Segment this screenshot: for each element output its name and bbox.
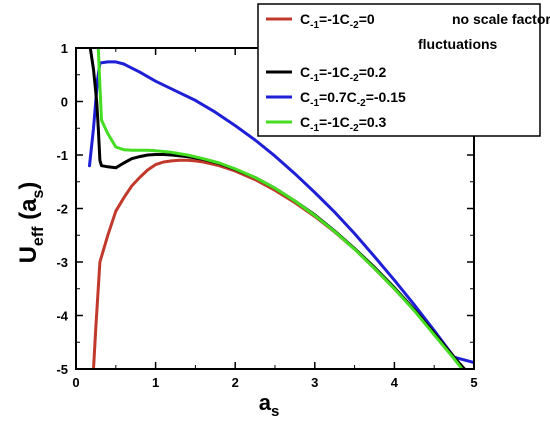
legend-label-4: C-1=-1C-2=0.3: [300, 114, 387, 134]
x-axis-title-base: a: [259, 390, 272, 415]
y-axis-title: Ueff (as): [15, 182, 47, 264]
x-axis-title: as: [259, 390, 280, 420]
y-axis-title-base: U: [15, 246, 42, 263]
y-axis-title-arg-open: (a: [15, 198, 42, 227]
y-tick-label: 1: [61, 41, 68, 56]
ticks-layer: 0 1 2 3 4 5 1 0 -1 -2 -3 -4 -5: [56, 41, 477, 390]
x-axis-title-sub: s: [271, 403, 279, 420]
series-line-4: [96, 48, 464, 369]
y-tick-label: 0: [61, 95, 68, 110]
legend-box: [257, 3, 541, 137]
x-tick-label: 0: [72, 375, 79, 390]
y-axis-title-sub: eff: [30, 226, 47, 246]
x-tick-label: 3: [311, 375, 318, 390]
series-line-3: [88, 60, 474, 365]
y-tick-label: -4: [56, 309, 68, 324]
legend-note-line2: fluctuations: [418, 36, 498, 52]
y-tick-label: -1: [56, 148, 68, 163]
x-tick-label: 2: [232, 375, 239, 390]
y-tick-label: -2: [56, 202, 68, 217]
legend-label-2: C-1=-1C-2=0.2: [300, 64, 387, 84]
x-tick-label: 1: [152, 375, 159, 390]
y-axis-title-arg-close: ): [15, 182, 42, 190]
y-axis-title-arg-sub: s: [30, 189, 47, 198]
legend: C-1=-1C-2=0 no scale factor fluctuations C-…: [257, 3, 550, 137]
x-tick-label: 5: [470, 375, 477, 390]
legend-note-line1: no scale factor: [452, 11, 550, 27]
curves-layer: [88, 48, 474, 369]
y-tick-label: -3: [56, 255, 68, 270]
y-tick-label: -5: [56, 362, 68, 377]
legend-label-3: C-1=0.7C-2=-0.15: [300, 89, 406, 109]
legend-label-1: C-1=-1C-2=0: [300, 11, 375, 31]
x-tick-label: 4: [391, 375, 399, 390]
